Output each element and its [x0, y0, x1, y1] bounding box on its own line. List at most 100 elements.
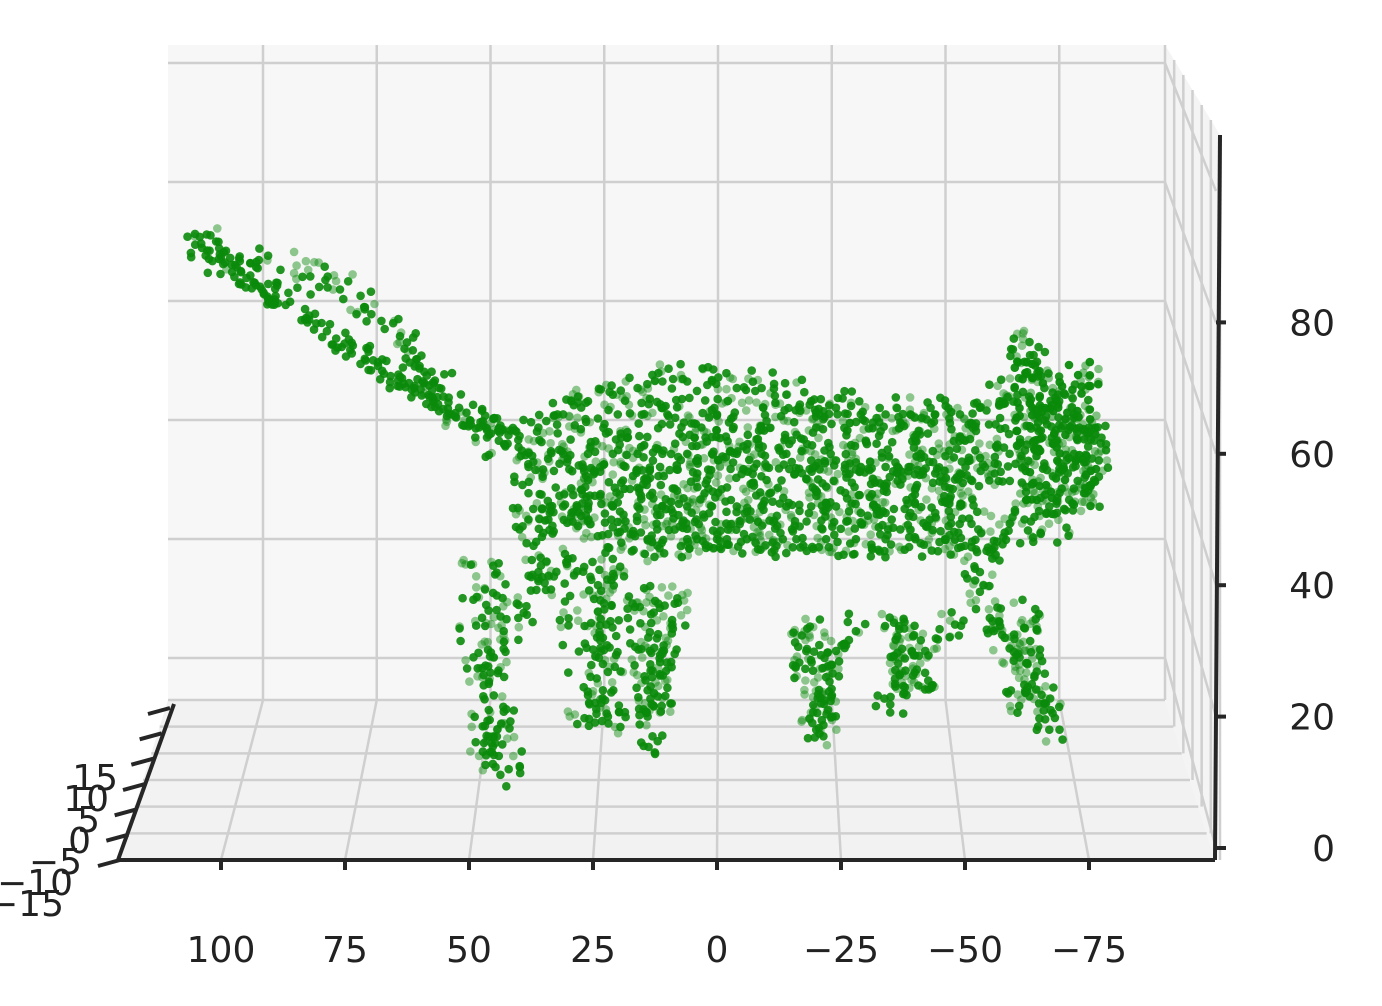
- data-point-3002: [373, 361, 383, 371]
- data-point-2740: [806, 655, 816, 665]
- data-point-1685: [1005, 476, 1015, 486]
- data-point-2256: [721, 432, 731, 441]
- data-point-2227: [565, 422, 574, 431]
- data-point-773: [613, 647, 622, 657]
- data-point-31: [264, 279, 273, 289]
- data-point-1366: [880, 498, 890, 507]
- data-point-3047: [216, 269, 225, 279]
- data-point-3057: [300, 304, 310, 314]
- data-point-288: [858, 407, 867, 417]
- data-point-2542: [608, 585, 618, 594]
- data-point-2624: [500, 636, 510, 645]
- data-point-1437: [646, 535, 656, 545]
- data-point-2149: [910, 413, 920, 422]
- data-point-334: [968, 409, 977, 418]
- data-point-2097: [941, 473, 951, 483]
- data-point-197: [643, 379, 652, 389]
- data-point-1834: [634, 419, 643, 428]
- data-point-2195: [814, 490, 823, 500]
- data-point-153: [526, 417, 536, 427]
- data-point-1424: [617, 538, 626, 547]
- data-point-1756: [932, 464, 942, 474]
- data-point-1735: [868, 500, 878, 510]
- data-point-597: [945, 616, 955, 625]
- data-point-2027: [759, 505, 768, 515]
- data-point-2589: [564, 668, 573, 677]
- data-point-439: [1102, 456, 1112, 465]
- data-point-895: [517, 747, 526, 756]
- data-point-1723: [722, 483, 732, 492]
- data-point-2614: [455, 624, 464, 633]
- data-point-2573: [614, 616, 624, 625]
- data-point-527: [979, 581, 988, 590]
- data-point-2676: [646, 666, 655, 675]
- data-point-2658: [484, 732, 493, 741]
- data-point-1962: [669, 491, 679, 501]
- data-point-2508: [1040, 490, 1050, 500]
- data-point-83: [408, 346, 418, 355]
- data-point-2704: [630, 602, 640, 612]
- data-point-2147: [610, 483, 620, 493]
- data-point-2116: [664, 504, 673, 513]
- data-point-2504: [1078, 420, 1088, 429]
- data-point-117: [441, 421, 450, 431]
- data-point-980: [524, 488, 533, 498]
- data-point-33: [289, 247, 299, 257]
- data-point-835: [489, 612, 499, 622]
- data-point-2246: [691, 505, 701, 515]
- data-point-2907: [893, 659, 903, 668]
- data-point-555: [1025, 636, 1035, 646]
- data-point-1706: [1068, 463, 1078, 472]
- data-point-391: [1054, 413, 1063, 422]
- data-point-928: [670, 649, 679, 659]
- data-point-281: [855, 397, 864, 406]
- data-point-1969: [855, 490, 864, 500]
- data-point-2358: [1029, 537, 1038, 547]
- data-point-184: [616, 386, 626, 395]
- data-point-341: [983, 399, 993, 408]
- x-tick-label-0: 100: [187, 930, 256, 971]
- data-point-3085: [494, 423, 504, 433]
- data-point-195: [622, 392, 631, 401]
- data-point-1798: [716, 526, 725, 536]
- data-point-2382: [1036, 426, 1046, 435]
- data-point-2273: [864, 516, 873, 525]
- data-point-2466: [1036, 371, 1046, 381]
- data-point-2431: [1047, 493, 1057, 503]
- data-point-917: [681, 621, 690, 630]
- data-point-28: [254, 255, 264, 265]
- data-point-540: [1000, 633, 1009, 643]
- data-point-2518: [1022, 367, 1032, 377]
- data-point-2441: [1036, 434, 1046, 443]
- data-point-2584: [558, 640, 568, 650]
- data-point-218: [692, 386, 702, 396]
- data-point-2569: [620, 707, 630, 717]
- data-point-2190: [1053, 538, 1062, 547]
- data-point-2045: [921, 522, 931, 531]
- data-point-2347: [702, 437, 712, 446]
- data-point-1581: [872, 439, 881, 449]
- data-point-2935: [898, 652, 908, 661]
- data-point-1681: [974, 481, 984, 491]
- data-point-919: [666, 623, 675, 633]
- data-point-1930: [912, 451, 921, 461]
- data-point-1427: [616, 545, 626, 554]
- data-point-2865: [993, 603, 1002, 612]
- data-point-991: [523, 517, 533, 526]
- data-point-2692: [627, 655, 637, 664]
- data-point-2307: [940, 466, 949, 476]
- data-point-2839: [1028, 616, 1038, 626]
- data-point-1073: [670, 439, 680, 449]
- data-point-890: [504, 764, 513, 774]
- data-point-1762: [764, 463, 774, 473]
- data-point-2088: [1000, 514, 1009, 523]
- data-point-1734: [715, 462, 725, 472]
- data-point-74: [394, 314, 403, 324]
- data-point-1647: [764, 479, 773, 489]
- data-point-1870: [650, 507, 660, 516]
- data-point-1942: [984, 472, 993, 482]
- data-point-356: [996, 375, 1006, 385]
- data-point-1007: [522, 538, 531, 548]
- data-point-1597: [912, 452, 921, 461]
- data-point-1469: [782, 548, 791, 558]
